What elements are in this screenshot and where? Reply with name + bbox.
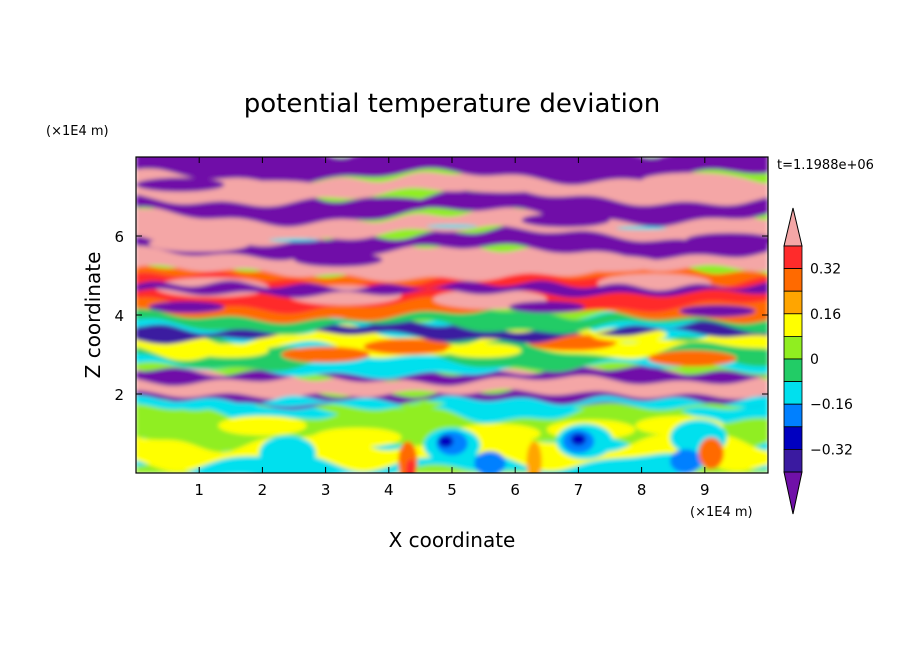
y-tick-label: 6 — [114, 228, 124, 246]
colorbar-label: 0.32 — [810, 262, 841, 278]
colorbar-band — [783, 448, 803, 473]
colorbar-band — [783, 335, 803, 360]
colorbar-under-arrow — [783, 471, 803, 515]
colorbar-label: 0.16 — [810, 307, 841, 323]
x-axis-label: X coordinate — [389, 528, 516, 552]
x-tick-label: 2 — [258, 481, 268, 499]
x-tick-label: 5 — [447, 481, 457, 499]
colorbar-band — [783, 358, 803, 383]
x-tick-label: 4 — [384, 481, 394, 499]
colorbar-band — [783, 313, 803, 337]
colorbar-band — [783, 426, 803, 450]
chart-title: potential temperature deviation — [244, 89, 660, 119]
contour-field — [136, 157, 768, 473]
x-tick-label: 3 — [321, 481, 331, 499]
x-tick-label: 6 — [510, 481, 520, 499]
y-unit-label: (×1E4 m) — [46, 124, 109, 139]
colorbar — [783, 207, 803, 515]
colorbar-label: 0 — [810, 352, 819, 368]
x-tick-label: 9 — [700, 481, 710, 499]
y-axis-label: Z coordinate — [81, 252, 105, 379]
time-label: t=1.1988e+06 — [777, 158, 874, 173]
x-tick-label: 7 — [574, 481, 584, 499]
colorbar-label: −0.32 — [810, 442, 853, 458]
colorbar-band — [783, 268, 803, 292]
colorbar-band — [783, 403, 803, 428]
colorbar-over-arrow — [783, 207, 803, 247]
colorbar-band — [783, 381, 803, 405]
x-unit-label: (×1E4 m) — [690, 505, 753, 520]
y-tick-label: 4 — [114, 307, 124, 325]
y-tick-label: 2 — [114, 386, 124, 404]
colorbar-band — [783, 290, 803, 315]
colorbar-band — [783, 245, 803, 270]
x-tick-label: 1 — [194, 481, 204, 499]
colorbar-label: −0.16 — [810, 397, 853, 413]
x-tick-label: 8 — [637, 481, 647, 499]
